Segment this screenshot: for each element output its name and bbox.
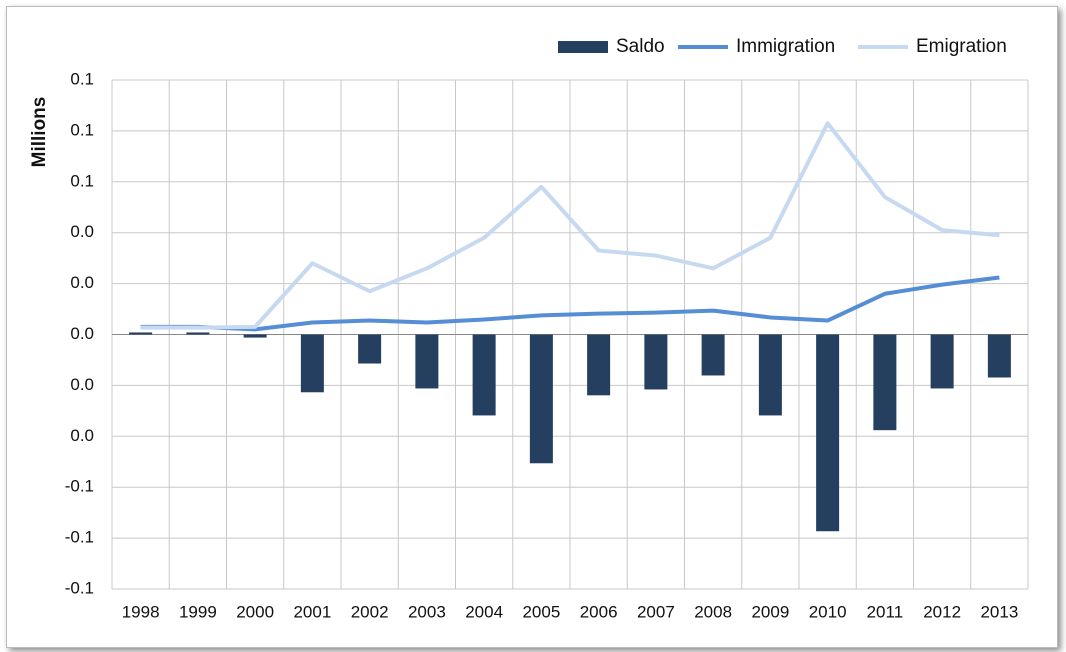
bar: [472, 334, 496, 416]
bar: [415, 334, 439, 389]
x-tick-label: 2007: [637, 602, 675, 621]
bar: [987, 334, 1011, 378]
y-tick-label: 0.1: [70, 69, 94, 88]
x-tick-label: 2012: [923, 602, 961, 621]
legend-label: Immigration: [736, 36, 835, 57]
bar: [701, 334, 725, 376]
x-tick-label: 2001: [293, 602, 331, 621]
line-series: [140, 121, 1000, 330]
legend-label: Emigration: [916, 36, 1007, 57]
y-tick-label: 0.1: [70, 171, 94, 190]
y-tick-label: 0.1: [70, 120, 94, 139]
y-tick-label: 0.0: [70, 222, 94, 241]
x-tick-label: 2002: [351, 602, 389, 621]
bar: [529, 334, 553, 464]
x-tick-label: 2005: [522, 602, 560, 621]
x-tick-label: 2000: [236, 602, 274, 621]
bar: [358, 334, 382, 364]
bar: [930, 334, 954, 389]
bar: [129, 332, 153, 335]
y-tick-label: -0.1: [65, 528, 94, 547]
x-tick-label: 2003: [408, 602, 446, 621]
y-tick-label: 0.0: [70, 273, 94, 292]
bar: [186, 332, 210, 335]
y-tick-label: -0.1: [65, 578, 94, 597]
x-tick-label: 2004: [465, 602, 503, 621]
x-tick-label: 2006: [580, 602, 618, 621]
x-tick-label: 2010: [809, 602, 847, 621]
y-tick-label: 0.0: [70, 324, 94, 343]
bar: [816, 334, 840, 532]
legend-swatch: [558, 41, 608, 53]
y-tick-label: 0.0: [70, 426, 94, 445]
legend-label: Saldo: [616, 36, 665, 57]
y-tick-label: 0.0: [70, 375, 94, 394]
x-tick-label: 1999: [179, 602, 217, 621]
x-tick-label: 1998: [122, 602, 160, 621]
bar: [243, 334, 267, 338]
y-tick-label: -0.1: [65, 477, 94, 496]
x-tick-label: 2013: [980, 602, 1018, 621]
bar: [873, 334, 897, 431]
bar: [758, 334, 782, 416]
bar: [587, 334, 611, 396]
line-series: [140, 275, 1000, 332]
x-tick-label: 2011: [867, 602, 904, 621]
bar: [644, 334, 668, 390]
x-tick-label: 2009: [751, 602, 789, 621]
bar: [300, 334, 324, 393]
x-tick-label: 2008: [694, 602, 732, 621]
y-axis-label: Millions: [29, 97, 50, 168]
